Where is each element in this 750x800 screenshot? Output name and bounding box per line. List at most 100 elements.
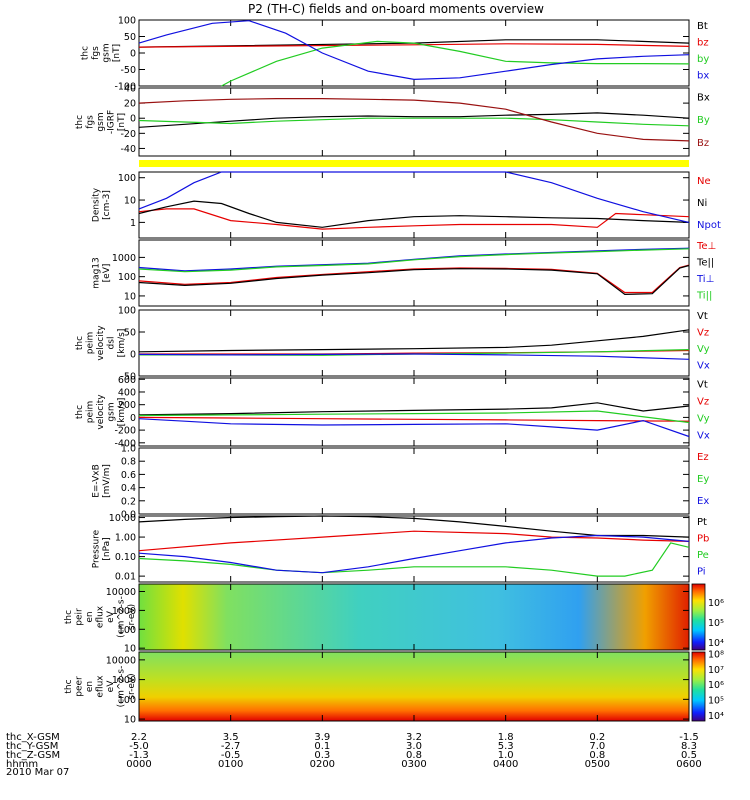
colorbar-label: 10⁶ <box>708 598 724 609</box>
y-tick-label: 1.00 <box>115 533 136 544</box>
y-tick-label: 10 <box>124 196 136 207</box>
y-label-line: peir <box>75 608 85 626</box>
series-line-ni <box>138 200 690 228</box>
panel-peir_eflux: 10⁶ 10⁵ 10⁴ 10000 1000 100 10 thc peir en eflux eV(… <box>64 583 724 655</box>
colorbar-label: 10⁵ <box>708 618 724 629</box>
series-line-ne <box>138 208 690 230</box>
legend-entry: Ne <box>697 176 711 187</box>
ephemeris-row-label: thc_Y-GSM <box>6 741 58 752</box>
panel-frame <box>138 309 690 377</box>
ephemeris-value: 3.0 <box>406 741 422 752</box>
legend-entry: Ti⊥ <box>696 274 714 285</box>
spectrogram-peir_eflux <box>139 584 689 650</box>
series-line-vx <box>138 353 690 360</box>
y-tick-label: 1000 <box>112 606 136 617</box>
series-line-vt <box>138 402 690 416</box>
colorbar-label: 10⁶ <box>708 680 724 691</box>
series-line-bz <box>138 98 690 142</box>
legend-entry: By <box>697 115 710 126</box>
ephemeris-value: -1.3 <box>129 750 149 761</box>
y-label-line: [cm-3] <box>102 190 112 220</box>
ephemeris-value: 0.8 <box>406 750 422 761</box>
series-line-npot <box>138 171 690 223</box>
panel-density: 100 10 1 Density [cm-3] Ne Ni Npot <box>92 171 721 239</box>
legend-entry: Pi <box>697 567 706 578</box>
y-axis-label: thc peir en eflux eV (cm^2-s-sr-eV) <box>64 596 137 638</box>
y-label-line: peer <box>75 676 85 697</box>
ephemeris-value: 7.0 <box>589 741 605 752</box>
legend-entry: bz <box>697 38 709 49</box>
y-label-line: gsm <box>102 43 112 62</box>
y-label-line: eV <box>106 680 116 693</box>
y-tick-label: 400 <box>118 387 136 398</box>
legend-entry: Vz <box>697 396 709 407</box>
legend-entry: Pb <box>697 534 709 545</box>
ephemeris-row-label: thc_X-GSM <box>6 732 60 743</box>
mode-bar <box>139 160 689 167</box>
ephemeris-value: 0.5 <box>681 750 697 761</box>
y-label-line: -IGRF <box>107 110 117 134</box>
legend-entry: Bt <box>697 21 708 32</box>
y-tick-label: 0.10 <box>115 552 136 563</box>
ephemeris-value: 3.2 <box>406 732 422 743</box>
colorbar-label: 10⁸ <box>708 650 724 661</box>
legend-entry: bx <box>697 71 709 82</box>
y-tick-label: 0 <box>130 413 136 424</box>
ephemeris-value: 0300 <box>401 759 426 770</box>
y-tick-label: -20 <box>120 129 136 140</box>
spectrogram-peer_eflux <box>139 652 689 721</box>
legend-entry: Bx <box>697 92 710 103</box>
ephemeris-value: -5.0 <box>129 741 149 752</box>
y-label-line: (cm^2-s- <box>117 666 127 708</box>
colorbar-label: 10⁴ <box>708 711 724 722</box>
legend-entry: Vt <box>697 311 708 322</box>
y-tick-label: 10.00 <box>109 513 136 524</box>
panel-frame <box>138 171 690 239</box>
series-line-bt <box>138 39 690 48</box>
ephemeris-value: 0000 <box>126 759 151 770</box>
y-label-line: thc <box>75 405 85 419</box>
y-tick-label: 100 <box>118 173 136 184</box>
y-label-line: eflux <box>96 675 106 698</box>
legend-entry: Ex <box>697 496 709 507</box>
panel-efield: 1.0 0.8 0.6 0.4 0.2 0.0 E=-VxB [mV/m] Ez Ey Ex <box>92 444 710 521</box>
series-line-by <box>138 117 690 127</box>
y-label-line: [nT] <box>112 44 122 62</box>
y-label-line: thc <box>75 336 85 350</box>
y-tick-label: 1.0 <box>121 444 136 455</box>
legend-entry: Ni <box>697 198 707 209</box>
series-line-bz <box>138 43 690 48</box>
y-tick-label: 100 <box>118 695 136 706</box>
panel-fgs_dsl: 100 50 0 -50 -100 thc fgs gsm [nT] Bt bz by bx <box>81 16 710 93</box>
ephemeris-value: -0.5 <box>221 750 241 761</box>
ephemeris-value: 0200 <box>310 759 335 770</box>
y-label-line: gsm <box>96 112 106 131</box>
series-line-pe <box>138 542 690 577</box>
y-label-line: en <box>85 681 95 692</box>
y-label-line: gsm <box>107 402 117 421</box>
y-axis-label: thc fgs gsm [nT] <box>81 43 123 62</box>
y-label-line: mag13 <box>92 257 102 288</box>
legend-entry: Bz <box>697 138 709 149</box>
y-tick-label: 0 <box>130 350 136 361</box>
y-tick-label: -50 <box>120 65 136 76</box>
legend-entry: Ez <box>697 452 709 463</box>
y-tick-label: 10 <box>124 644 136 655</box>
y-label-line: E=-VxB <box>92 464 102 498</box>
y-tick-label: 200 <box>118 400 136 411</box>
panel-frame <box>138 239 690 307</box>
y-tick-label: 20 <box>124 99 136 110</box>
y-label-line: fgs <box>86 115 96 129</box>
y-tick-label: 100 <box>118 306 136 317</box>
y-tick-label: 600 <box>118 375 136 386</box>
series-line-pb <box>138 530 690 552</box>
y-axis-label: E=-VxB [mV/m] <box>92 464 113 498</box>
y-tick-label: 50 <box>124 328 136 339</box>
colorbar-label: 10⁷ <box>708 665 724 676</box>
ephemeris-value: 0500 <box>585 759 610 770</box>
y-label-line: dsl <box>107 337 117 350</box>
ephemeris-value: 8.3 <box>681 741 697 752</box>
y-tick-label: 100 <box>118 16 136 27</box>
